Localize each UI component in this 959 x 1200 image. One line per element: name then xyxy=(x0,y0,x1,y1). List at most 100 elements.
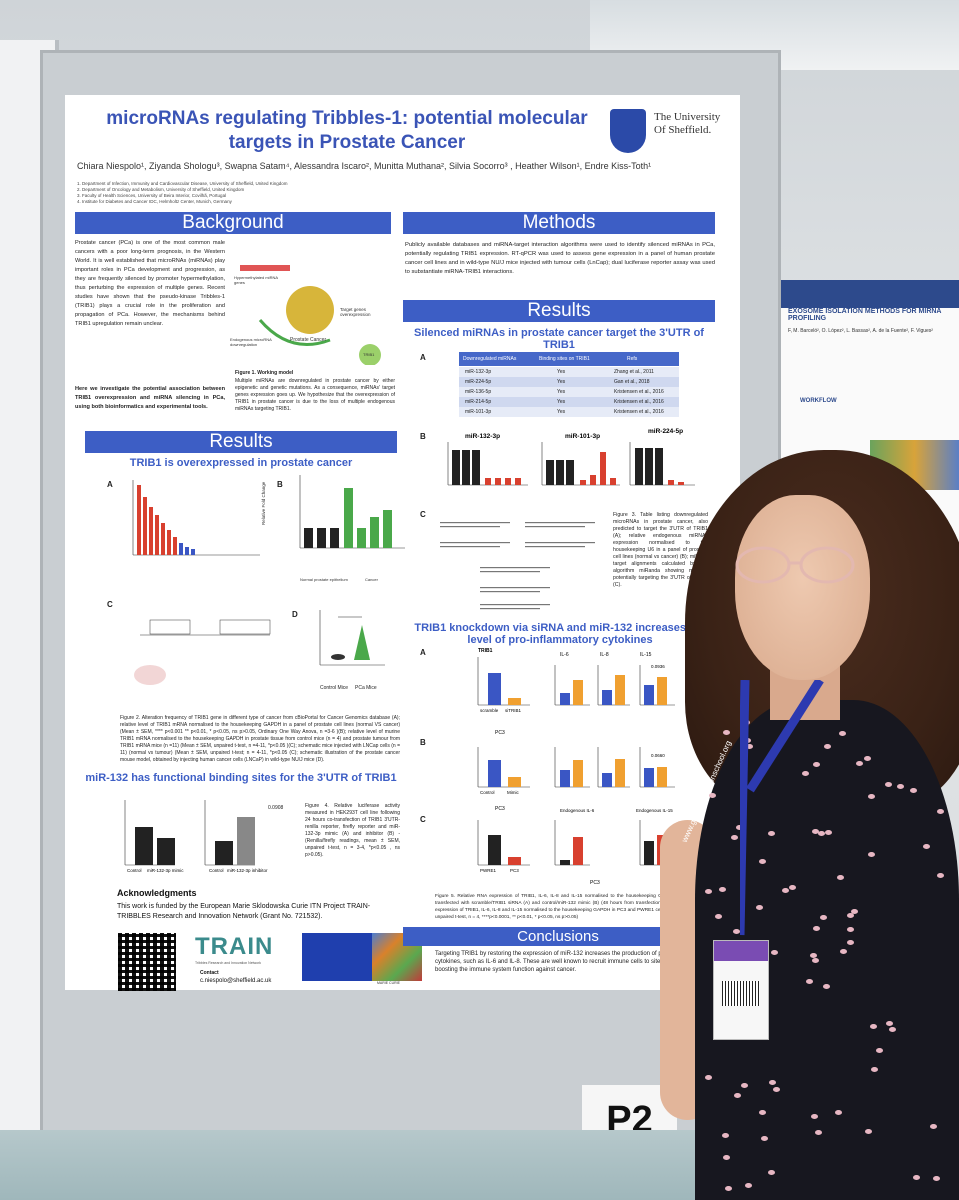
chart-bar xyxy=(580,480,586,485)
trib1-cell-line-chart xyxy=(299,475,405,549)
mir132-binding-heading: miR-132 has functional binding sites for… xyxy=(85,772,397,784)
dress-flower xyxy=(855,760,863,766)
table-row: miR-214-5p Yes Kristensen et al., 2016 xyxy=(459,397,679,407)
chart-bar xyxy=(573,837,583,865)
dress-flower xyxy=(704,889,712,895)
chart-bar xyxy=(237,817,255,865)
dress-flower xyxy=(896,784,904,790)
cytokine-charts xyxy=(477,657,675,866)
chart-bar xyxy=(644,768,654,787)
table-cell: Zhang et al., 2011 xyxy=(614,369,654,375)
fig1-caption-title: Figure 1. Working model xyxy=(235,370,294,376)
dress-flower xyxy=(768,1169,776,1175)
mouse-model-schematic xyxy=(134,619,271,685)
dress-flower xyxy=(801,771,809,777)
person-face xyxy=(735,495,870,680)
chart-bar xyxy=(357,528,366,548)
shield-icon xyxy=(610,109,646,153)
affiliations: 1. Department of Infection, Immunity and… xyxy=(77,181,437,205)
panel-d-label: D xyxy=(292,610,298,619)
fig5-caption: Figure 5. Relative RNA expression of TRI… xyxy=(435,894,705,920)
cytokine-panel-a-label: A xyxy=(420,648,426,657)
ack-title: Acknowledgments xyxy=(117,888,197,898)
dress-flower xyxy=(846,927,854,933)
trib1-knockdown-heading-line2: level of pro-inflammatory cytokines xyxy=(467,634,653,646)
table-cell: Yes xyxy=(557,399,566,405)
chart-bar xyxy=(155,515,159,555)
chart-bar xyxy=(462,450,470,485)
university-name: The University Of Sheffield. xyxy=(654,111,721,136)
trib1-overexpressed-heading: TRIB1 is overexpressed in prostate cance… xyxy=(129,457,353,469)
contact-email: c.niespolo@sheffield.ac.uk xyxy=(200,978,272,984)
dress-flower xyxy=(813,926,821,932)
table-row: miR-224-5p Yes Gan et al., 2018 xyxy=(459,377,679,387)
chart-bar xyxy=(560,693,570,705)
chart-bar xyxy=(600,452,606,485)
silenced-mirnas-heading: Silenced miRNAs in prostate cancer targe… xyxy=(414,327,704,351)
dress-flower xyxy=(909,788,917,794)
table-cell: Yes xyxy=(557,369,566,375)
fig1-label-endogenous: Endogenous microRNA downregulation xyxy=(230,337,272,347)
dress-flower xyxy=(772,1087,780,1093)
dress-flower xyxy=(820,914,828,920)
trib1-knockdown-heading-line1: TRIB1 knockdown via siRNA and miR-132 in… xyxy=(414,622,706,634)
xlabel-mimic: Mimic xyxy=(507,790,519,795)
dress-flower xyxy=(871,1066,879,1072)
chart-bar xyxy=(330,528,339,548)
dress-flower xyxy=(810,953,818,958)
mirna-expression-charts xyxy=(447,442,695,486)
chart-bar xyxy=(344,488,353,548)
table-header-refs: Refs xyxy=(627,356,638,362)
background-aim: Here we investigate the potential associ… xyxy=(75,386,225,410)
dress-flower xyxy=(744,1183,752,1189)
dress-flower xyxy=(813,762,821,768)
mir132-xlabel-inhibitor: miR-132-3p inhibitor xyxy=(227,868,268,873)
chart-bar xyxy=(635,448,643,485)
chart-bar xyxy=(472,450,480,485)
dress-flower xyxy=(818,830,826,836)
chart-bar xyxy=(615,675,625,705)
xlabel-pwre1: PWRE1 xyxy=(480,868,497,873)
dress-flower xyxy=(724,1185,732,1191)
dress-flower xyxy=(814,1129,822,1135)
chart-b-group-normal: Normal prostate epithelium xyxy=(300,577,348,582)
dress-flower xyxy=(888,1026,896,1032)
mirna-table-header: Downregulated miRNAs Binding sites on TR… xyxy=(459,352,679,366)
pvalue-row-b: 0.0660 xyxy=(651,753,665,758)
table-cell: Yes xyxy=(557,379,566,385)
xlabel-sitrib1: siTRIB1 xyxy=(505,708,522,713)
right-panel-c-label: C xyxy=(420,510,426,519)
dress-flower xyxy=(810,1114,818,1120)
chart-bar xyxy=(304,528,313,548)
dress-flower xyxy=(812,829,820,835)
dress-flower xyxy=(769,1080,777,1086)
table-header-binding: Binding sites on TRIB1 xyxy=(539,356,590,362)
table-row: miR-101-3p Yes Kristensen et al., 2016 xyxy=(459,407,679,417)
table-row: miR-136-5p Yes Kristensen et al., 2016 xyxy=(459,387,679,397)
chart-bar xyxy=(678,482,684,485)
chart-bar xyxy=(370,517,379,548)
dress-flower xyxy=(714,913,722,919)
chart-bar xyxy=(615,759,625,787)
train-logo: TRAIN xyxy=(195,933,274,960)
row-title-il15: IL-15 xyxy=(640,652,652,658)
dress-flower xyxy=(930,1124,938,1130)
chart-b-ylabel: Relative Fold Change xyxy=(261,481,266,525)
trib1-knockdown-heading: TRIB1 knockdown via siRNA and miR-132 in… xyxy=(405,622,715,646)
table-cell: miR-136-5p xyxy=(465,389,492,395)
dress-flower xyxy=(937,872,945,878)
dress-flower xyxy=(767,831,775,837)
chart-bar xyxy=(515,478,521,485)
affiliation-1: 1. Department of Infection, Immunity and… xyxy=(77,181,288,186)
chart-bar xyxy=(179,543,183,555)
contact-label: Contact xyxy=(200,970,219,976)
row-title-trib1: TRIB1 xyxy=(478,648,493,654)
chart-bar xyxy=(655,448,663,485)
dress-flower xyxy=(837,875,845,881)
chart-bar xyxy=(317,528,326,548)
xlabel-pc3: PC3 xyxy=(510,868,519,873)
chart-bar xyxy=(161,523,165,555)
author-list: Chiara Niespolo¹, Ziyanda Shologu³, Swap… xyxy=(77,161,652,171)
chart-bar xyxy=(573,760,583,787)
table-row: miR-132-3p Yes Zhang et al., 2011 xyxy=(459,367,679,377)
